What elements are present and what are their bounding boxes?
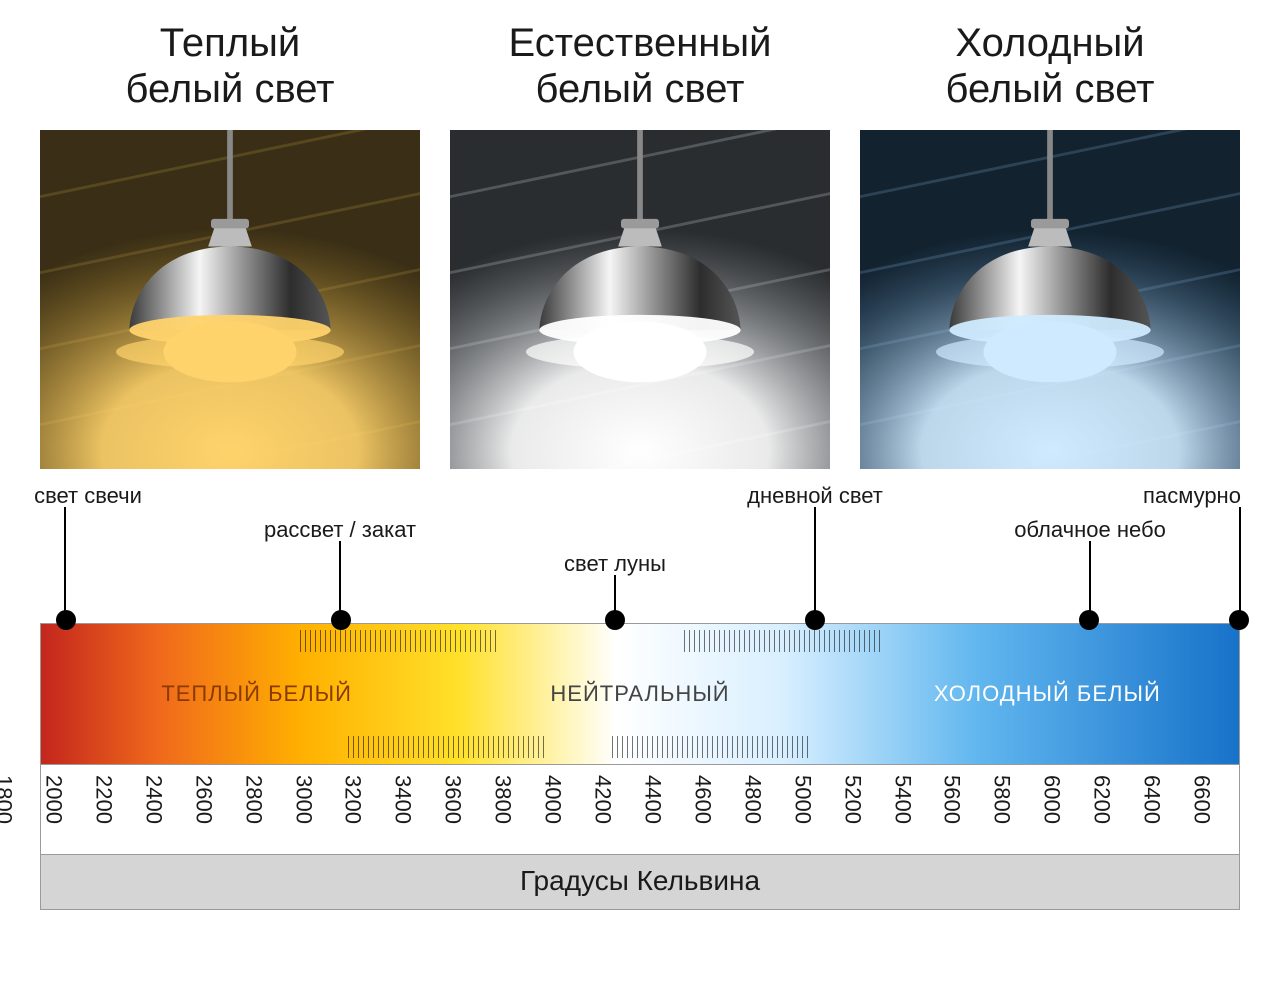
- lamp-panel: Теплый белый свет: [40, 20, 420, 469]
- callout-leader: [1239, 507, 1241, 623]
- lamp-image: [40, 130, 420, 469]
- kelvin-tick: 6600: [1189, 775, 1215, 824]
- callout-label: пасмурно: [1143, 483, 1241, 509]
- kelvin-tick: 6000: [1039, 775, 1065, 824]
- kelvin-tick: 2400: [140, 775, 166, 824]
- lamp-panels: Теплый белый свет: [40, 20, 1240, 469]
- callout-label: свет свечи: [34, 483, 142, 509]
- kelvin-tick: 3600: [440, 775, 466, 824]
- panel-title: Холодный белый свет: [860, 20, 1240, 112]
- lamp-panel: Холодный белый свет: [860, 20, 1240, 469]
- kelvin-tick: 2800: [240, 775, 266, 824]
- callout-label: дневной свет: [747, 483, 883, 509]
- kelvin-tick: 2600: [190, 775, 216, 824]
- kelvin-tick: 4400: [639, 775, 665, 824]
- lamp-image: [450, 130, 830, 469]
- kelvin-tick: 4800: [739, 775, 765, 824]
- callout-marker: [805, 610, 825, 630]
- kelvin-tick: 3400: [390, 775, 416, 824]
- callout-label: свет луны: [564, 551, 666, 577]
- spectrum-zone-label: НЕЙТРАЛЬНЫЙ: [550, 681, 729, 707]
- lamp-panel: Естественный белый свет: [450, 20, 830, 469]
- spectrum-comb: [348, 736, 548, 758]
- kelvin-tick: 3800: [490, 775, 516, 824]
- kelvin-tick: 4200: [590, 775, 616, 824]
- callout-leader: [64, 507, 66, 623]
- kelvin-tick: 5200: [839, 775, 865, 824]
- kelvin-tick: 3200: [340, 775, 366, 824]
- kelvin-tick: 3000: [290, 775, 316, 824]
- callout-marker: [605, 610, 625, 630]
- spectrum-bar: ТЕПЛЫЙ БЕЛЫЙ НЕЙТРАЛЬНЫЙ ХОЛОДНЫЙ БЕЛЫЙ: [41, 624, 1239, 764]
- panel-title: Теплый белый свет: [40, 20, 420, 112]
- kelvin-tick: 4600: [689, 775, 715, 824]
- spectrum-zone-label: ХОЛОДНЫЙ БЕЛЫЙ: [934, 681, 1161, 707]
- spectrum-zone-label: ТЕПЛЫЙ БЕЛЫЙ: [161, 681, 352, 707]
- callout-label: рассвет / закат: [264, 517, 416, 543]
- kelvin-tick: 5400: [889, 775, 915, 824]
- kelvin-tick: 5000: [789, 775, 815, 824]
- spectrum-comb: [300, 630, 500, 652]
- callout-label: облачное небо: [1014, 517, 1166, 543]
- callout-marker: [56, 610, 76, 630]
- callout-marker: [331, 610, 351, 630]
- kelvin-tick: 6200: [1089, 775, 1115, 824]
- lamp-image: [860, 130, 1240, 469]
- spectrum-comb: [684, 630, 884, 652]
- axis-title: Градусы Кельвина: [41, 854, 1239, 909]
- kelvin-tick: 6400: [1139, 775, 1165, 824]
- callout-marker: [1229, 610, 1249, 630]
- kelvin-tick: 5600: [939, 775, 965, 824]
- kelvin-tick: 2000: [40, 775, 66, 824]
- kelvin-tick: 1800: [0, 775, 17, 824]
- callout-area: свет свечирассвет / закатсвет луныдневно…: [40, 483, 1240, 623]
- kelvin-scale: ТЕПЛЫЙ БЕЛЫЙНЕЙТРАЛЬНЫЙХОЛОДНЫЙ БЕЛЫЙ 18…: [40, 623, 1240, 910]
- kelvin-tick: 4000: [540, 775, 566, 824]
- spectrum-comb: [612, 736, 812, 758]
- kelvin-tick-row: 1800200022002400260028003000320034003600…: [41, 764, 1239, 854]
- panel-title: Естественный белый свет: [450, 20, 830, 112]
- callout-leader: [814, 507, 816, 623]
- kelvin-tick: 2200: [90, 775, 116, 824]
- callout-marker: [1079, 610, 1099, 630]
- kelvin-tick: 5800: [989, 775, 1015, 824]
